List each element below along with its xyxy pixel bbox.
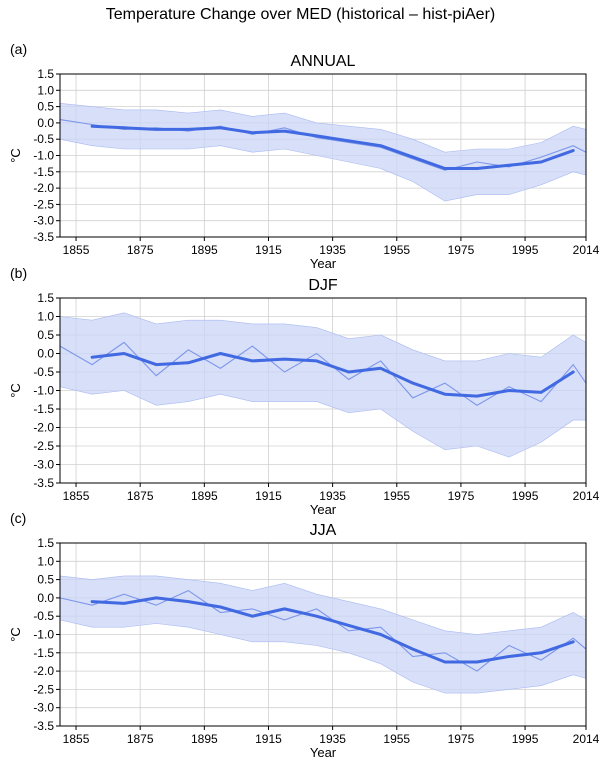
y-axis-label: °C [8,627,23,642]
x-tick-label: 1975 [448,732,475,746]
x-tick-label: 2014 [573,732,600,746]
y-tick-label: -1.0 [33,149,54,163]
x-tick-label: 1955 [383,243,410,257]
smoothed-series-line [90,596,575,664]
y-tick-label: 0.5 [37,100,54,114]
panel-label: (c) [10,510,26,526]
x-axis-label: Year [310,256,337,271]
y-tick-label: -0.5 [33,609,54,623]
x-tick-label: 1935 [319,243,346,257]
x-tick-label: 1875 [127,732,154,746]
spread-band [59,102,587,202]
panel-title: ANNUAL [291,53,356,70]
x-tick-label: 1875 [127,243,154,257]
y-tick-label: -0.5 [33,132,54,146]
smoothed-series-line [90,352,575,398]
y-tick-label: -2.5 [33,439,54,453]
panel-label: (b) [10,265,27,281]
x-tick-label: 1995 [512,489,539,503]
smoothed-series-line [90,124,575,170]
spread-band [59,312,587,458]
y-tick-label: 1.0 [37,554,54,568]
panel-title: DJF [308,277,338,294]
y-tick-label: -3.5 [33,719,54,733]
y-tick-label: -1.5 [33,165,54,179]
x-tick-label: 1915 [255,489,282,503]
y-tick-label: 0.5 [37,328,54,342]
x-tick-label: 1975 [448,243,475,257]
x-tick-label: 1895 [191,732,218,746]
y-tick-label: -3.5 [33,476,54,490]
y-tick-label: -2.0 [33,421,54,435]
x-tick-label: 1935 [319,489,346,503]
y-tick-label: 0.0 [37,591,54,605]
y-tick-label: -3.0 [33,458,54,472]
x-axis-label: Year [310,502,337,517]
x-tick-label: 1915 [255,243,282,257]
chart-panel: 1.5 1.0 0.5 0.0 -0.5 -1.0 -1.5 -2.0 -2.5 -3.0 -3.5… [8,41,600,271]
y-tick-label: -2.0 [33,181,54,195]
y-tick-label: -3.5 [33,230,54,244]
panel-label: (a) [10,41,27,57]
y-axis-label: °C [8,383,23,398]
y-tick-label: 0.0 [37,347,54,361]
y-tick-label: 1.5 [37,536,54,550]
y-tick-label: -3.0 [33,214,54,228]
x-tick-label: 1915 [255,732,282,746]
y-tick-label: 1.5 [37,291,54,305]
y-tick-label: -2.5 [33,197,54,211]
y-tick-label: 1.5 [37,67,54,81]
y-axis-label: °C [8,148,23,163]
x-tick-label: 1935 [319,732,346,746]
y-tick-label: -2.0 [33,664,54,678]
x-tick-label: 1875 [127,489,154,503]
chart-panel: 1.5 1.0 0.5 0.0 -0.5 -1.0 -1.5 -2.0 -2.5 -3.0 -3.5… [8,510,600,760]
y-tick-label: -3.0 [33,701,54,715]
y-tick-label: -2.5 [33,682,54,696]
x-tick-label: 1955 [383,489,410,503]
x-tick-label: 1995 [512,732,539,746]
x-tick-label: 1895 [191,489,218,503]
x-tick-label: 1995 [512,243,539,257]
x-tick-label: 1855 [63,732,90,746]
x-tick-label: 1855 [63,489,90,503]
y-tick-label: 0.0 [37,116,54,130]
y-tick-label: -1.0 [33,384,54,398]
figure-title: Temperature Change over MED (historical … [105,6,496,23]
y-tick-label: -1.0 [33,628,54,642]
panel-title: JJA [310,522,337,539]
x-tick-label: 1955 [383,732,410,746]
y-tick-label: 1.0 [37,83,54,97]
y-tick-label: -0.5 [33,365,54,379]
x-tick-label: 1975 [448,489,475,503]
y-tick-label: 1.0 [37,310,54,324]
y-tick-label: 0.5 [37,573,54,587]
y-tick-label: -1.5 [33,402,54,416]
x-tick-label: 1895 [191,243,218,257]
x-axis-label: Year [310,745,337,760]
x-tick-label: 2014 [573,489,600,503]
y-tick-label: -1.5 [33,646,54,660]
x-tick-label: 2014 [573,243,600,257]
chart-panel: 1.5 1.0 0.5 0.0 -0.5 -1.0 -1.5 -2.0 -2.5 -3.0 -3.5… [8,265,600,517]
x-tick-label: 1855 [63,243,90,257]
